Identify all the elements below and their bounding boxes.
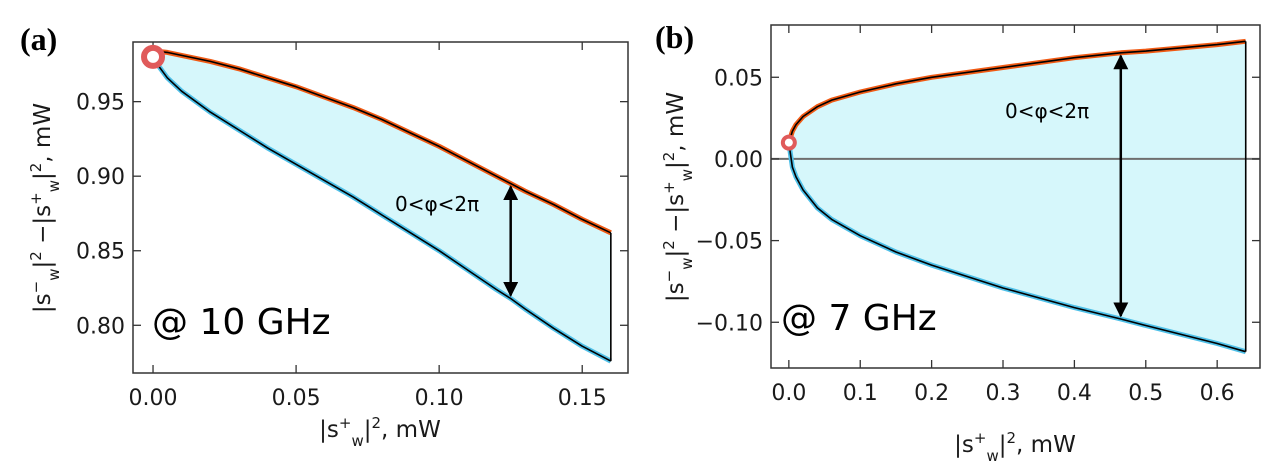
x-tick-label: 0.6: [1200, 381, 1235, 406]
y-axis-label: |s−w|2 −|s+w|2, mW: [660, 92, 696, 302]
shaded-region: [788, 41, 1246, 352]
phase-annotation: 0<φ<2π: [395, 192, 479, 216]
series-upper-line: [152, 50, 612, 234]
x-tick-label: 0.05: [272, 386, 321, 411]
x-tick-label: 0.2: [914, 381, 949, 406]
y-tick-label: 0.85: [76, 240, 125, 265]
start-point-marker: [141, 44, 166, 69]
x-tick-label: 0.4: [1057, 381, 1092, 406]
x-tick-label: 0.5: [1128, 381, 1163, 406]
series-lower-line: [788, 142, 1246, 353]
x-tick-label: 0.1: [843, 381, 878, 406]
panel-a: 0.00 0.05 0.10 0.15 0.80 0.85 0.90 0.95 0<φ<2π @ …: [20, 21, 629, 450]
x-tick-label: 0.3: [986, 381, 1021, 406]
x-axis-label: |s+w|2, mW: [319, 414, 441, 450]
y-tick-label: 0.80: [76, 314, 125, 339]
panel-label: (a): [20, 21, 57, 57]
frequency-label: @ 10 GHz: [152, 302, 331, 343]
series-upper-line: [788, 40, 1246, 143]
panel-label: (b): [655, 19, 694, 55]
plot-frame: [770, 24, 1261, 369]
x-tick-label: 0.10: [415, 386, 464, 411]
x-tick-label: 0.15: [558, 386, 607, 411]
x-tick-label: 0.0: [771, 381, 806, 406]
x-axis-label: |s+w|2, mW: [954, 429, 1076, 465]
y-tick-label: −0.10: [696, 311, 763, 336]
start-point-marker: [780, 134, 797, 151]
panel-b: 0.0 0.1 0.2 0.3 0.4 0.5 0.6 −0.10 −0.05 0.00 0.05 0…: [655, 19, 1261, 465]
frequency-label: @ 7 GHz: [781, 298, 937, 339]
y-tick-label: 0.90: [76, 165, 125, 190]
y-tick-label: −0.05: [696, 230, 763, 255]
shaded-region: [153, 50, 611, 362]
y-axis-label: |s−w|2 −|s+w|2, mW: [27, 103, 63, 313]
y-tick-label: 0.95: [76, 91, 125, 116]
y-tick-label: 0.00: [714, 148, 763, 173]
y-tick-label: 0.05: [714, 66, 763, 91]
phase-annotation: 0<φ<2π: [1005, 99, 1089, 123]
plot-frame: [132, 41, 629, 374]
x-tick-label: 0.00: [129, 386, 178, 411]
series-lower-line: [152, 57, 612, 362]
